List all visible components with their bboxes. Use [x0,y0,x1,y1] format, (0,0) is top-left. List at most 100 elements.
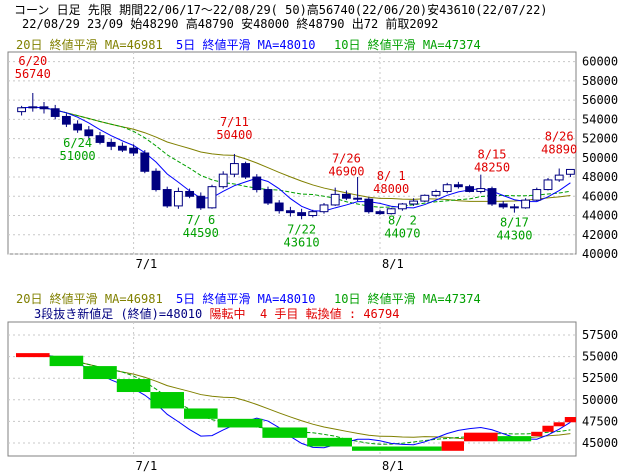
candle-body [117,145,127,151]
candle-body [162,189,172,207]
candle-body [218,173,228,188]
bottom-y-tick-label: 57500 [582,328,618,342]
candle-body [17,107,27,113]
price-annotation: 8/ 2 [388,214,417,228]
candle-body [140,152,150,172]
candle-body [409,200,419,205]
candle-body [263,189,273,204]
candle-body [341,193,351,199]
candle-body [364,198,374,213]
kagi-info: 3段抜き新値足 (終値)=48010 陽転中 4 手目 転換値 : 46794 [34,305,399,322]
top-y-tick-label: 50000 [582,151,618,165]
candle-body [61,115,71,125]
price-annotation: 56740 [15,67,51,81]
top-x-tick-label: 7/1 [136,257,158,271]
price-annotation: 44590 [183,226,219,240]
candle-body [431,190,441,196]
top-y-tick-label: 58000 [582,74,618,88]
top-y-tick-label: 42000 [582,228,618,242]
new-price-brick [262,427,308,438]
top-x-tick-label: 8/1 [382,257,404,271]
header-line-1: コーン 日足 先限 期間22/06/17～22/08/29( 50)高56740… [14,3,548,17]
candle-body [420,194,430,202]
candle-body [521,199,531,209]
price-annotation: 46900 [328,165,364,179]
candle-body [106,141,116,147]
candle-body [319,204,329,213]
candle-body [476,188,486,192]
top-legend-ma20: 20日 終値平滑 MA=46981 [16,38,163,52]
price-annotation: 7/11 [220,115,249,129]
bottom-ma5-line [21,353,571,449]
new-price-brick [150,392,184,409]
price-annotation: 8/15 [478,148,507,162]
new-price-brick [553,422,565,427]
top-y-tick-label: 52000 [582,132,618,146]
candle-body [353,197,363,200]
top-ma10-line [21,106,571,208]
header-bar: コーン 日足 先限 期間22/06/17～22/08/29( 50)高56740… [14,0,624,31]
candle-body [274,202,284,212]
new-price-brick [464,432,498,442]
price-annotation: 48000 [373,182,409,196]
bottom-legend-ma5: 5日 終値平滑 MA=48010 [176,292,316,306]
candle-body [229,163,239,175]
candle-body [375,211,385,215]
candle-body [185,190,195,197]
top-y-tick-label: 60000 [582,55,618,69]
candle-body [151,170,161,191]
price-annotation: 44300 [496,229,532,243]
candle-body [241,163,251,178]
candle-body [39,106,49,110]
top-y-tick-label: 40000 [582,247,618,261]
candle-body [173,190,183,207]
kagi-step: 4 手目 [259,307,299,321]
top-y-tick-label: 46000 [582,189,618,203]
new-price-brick [542,425,554,432]
price-annotation: 8/26 [545,129,574,143]
kagi-status: 陽転中 [209,307,246,321]
new-price-brick [83,366,117,380]
top-legend-ma10: 10日 終値平滑 MA=47374 [334,38,481,52]
candle-body [252,176,262,191]
candle-body [285,210,295,214]
price-annotation: 44070 [384,227,420,241]
candle-body [207,186,217,209]
price-annotation: 7/ 6 [186,213,215,227]
price-annotation: 8/17 [500,216,529,230]
price-annotation: 50400 [216,128,252,142]
top-legend-ma5: 5日 終値平滑 MA=48010 [176,38,316,52]
candle-body [453,184,463,188]
candle-body [386,208,396,215]
top-y-tick-label: 56000 [582,93,618,107]
candle-body [509,206,519,209]
candle-body [196,195,206,209]
new-price-brick [217,418,263,428]
bottom-y-tick-label: 45000 [582,436,618,450]
candle-body [487,188,497,205]
new-price-brick [116,379,151,393]
top-plot-area [7,51,577,255]
candle-body [565,168,575,175]
candle-body [554,174,564,181]
top-y-tick-label: 54000 [582,112,618,126]
new-price-brick [49,355,84,367]
price-annotation: 48250 [474,161,510,175]
candle-body [498,203,508,208]
new-price-brick [352,446,442,451]
bottom-x-tick-label: 7/1 [136,459,158,473]
top-y-tick-label: 48000 [582,170,618,184]
kagi-turn: 転換値 : 46794 [305,307,400,321]
new-price-brick [497,436,532,442]
candle-body [50,108,60,117]
candle-body [95,135,105,143]
candle-body [84,129,94,137]
price-annotation: 8/ 1 [377,169,406,183]
new-price-brick [184,408,218,419]
bottom-y-tick-label: 55000 [582,350,618,364]
bottom-y-tick-label: 47500 [582,414,618,428]
candle-body [465,186,475,192]
candle-body [308,211,318,217]
